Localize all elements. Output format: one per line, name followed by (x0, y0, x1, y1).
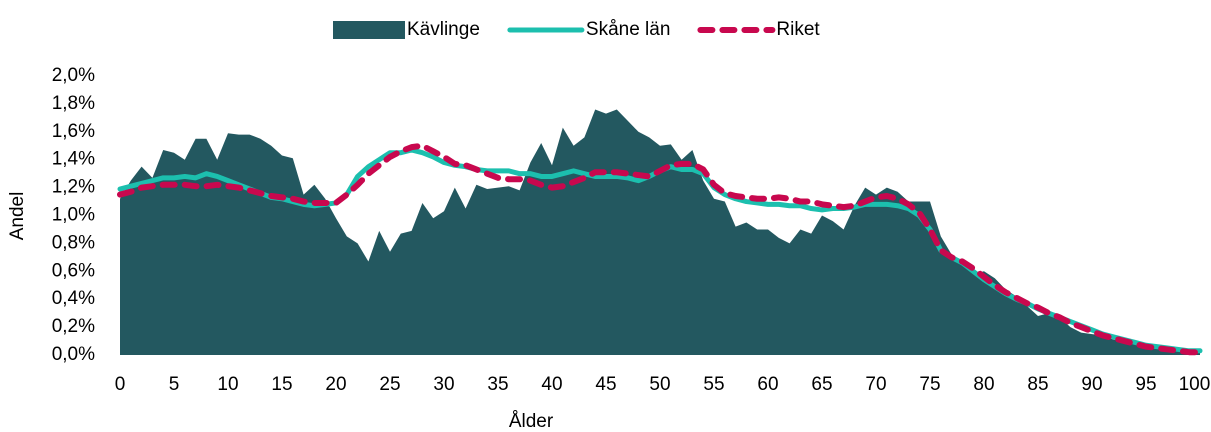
legend-swatch (333, 21, 405, 39)
y-tick-label: 0,8% (52, 232, 95, 253)
x-tick-label: 35 (487, 374, 508, 395)
line (117, 142, 1203, 356)
x-tick-label: 70 (865, 374, 886, 395)
x-tick-label: 55 (703, 374, 724, 395)
x-tick-label: 45 (595, 374, 616, 395)
x-tick-label: 75 (919, 374, 940, 395)
legend-item: Skåne län (507, 19, 671, 40)
legend-item: Riket (697, 19, 820, 40)
x-tick-label: 100+ (1179, 374, 1211, 395)
y-tick-label: 0,4% (52, 288, 95, 309)
x-tick-label: 0 (115, 374, 126, 395)
y-tick-label: 1,4% (52, 149, 95, 170)
y-tick-label: 1,2% (52, 177, 95, 198)
x-tick-label: 25 (379, 374, 400, 395)
x-tick-label: 40 (541, 374, 562, 395)
x-tick-label: 90 (1081, 374, 1102, 395)
y-tick-label: 1,6% (52, 121, 95, 142)
x-tick-label: 80 (973, 374, 994, 395)
x-tick-label: 30 (433, 374, 454, 395)
x-tick-label: 5 (169, 374, 180, 395)
y-tick-label: 0,6% (52, 260, 95, 281)
y-tick-label: 0,2% (52, 316, 95, 337)
x-tick-label: 65 (811, 374, 832, 395)
x-tick-label: 60 (757, 374, 778, 395)
y-tick-label: 1,8% (52, 93, 95, 114)
x-tick-label: 85 (1027, 374, 1048, 395)
x-tick-label: 10 (217, 374, 238, 395)
x-tick-label: 20 (325, 374, 346, 395)
y-tick-label: 2,0% (52, 65, 95, 86)
legend-label: Riket (776, 19, 820, 40)
y-axis-title: Andel (7, 192, 28, 241)
x-tick-label: 95 (1135, 374, 1156, 395)
legend-label: Kävlinge (407, 19, 480, 40)
y-tick-label: 1,0% (52, 205, 95, 226)
x-tick-label: 15 (271, 374, 292, 395)
y-tick-label: 0,0% (52, 344, 95, 365)
area (120, 109, 1200, 355)
x-axis-title: Ålder (509, 411, 554, 432)
legend-label: Skåne län (586, 19, 671, 40)
legend-item: Kävlinge (333, 19, 480, 40)
x-tick-label: 50 (649, 374, 670, 395)
